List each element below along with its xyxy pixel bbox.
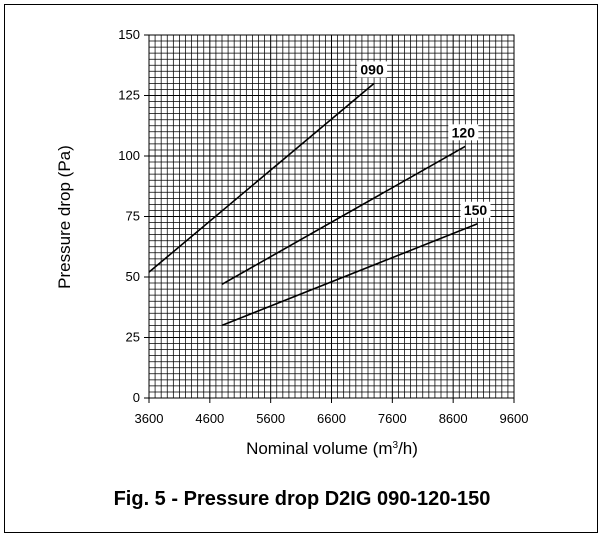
x-axis-title-suffix: /h) xyxy=(398,439,418,458)
x-tick-label: 5600 xyxy=(256,411,285,426)
figure-caption: Fig. 5 - Pressure drop D2IG 090-120-150 xyxy=(113,488,491,510)
y-tick-label: 150 xyxy=(118,27,140,42)
x-axis-title: Nominal volume (m3/h) xyxy=(246,439,418,458)
series-label-090: 090 xyxy=(360,61,384,77)
x-tick-label: 4600 xyxy=(195,411,224,426)
series-line-090 xyxy=(148,82,375,273)
series-label-bg-150 xyxy=(460,201,491,218)
y-tick-label: 100 xyxy=(118,148,140,163)
x-axis-title-sup: 3 xyxy=(393,440,399,451)
series-label-bg-120 xyxy=(448,124,479,141)
x-tick-label: 9600 xyxy=(500,411,529,426)
grid xyxy=(148,34,515,399)
series-lines xyxy=(148,82,478,327)
series-line-150 xyxy=(221,223,478,327)
x-tick-label: 3600 xyxy=(135,411,164,426)
y-tick-label: 50 xyxy=(126,269,140,284)
x-tick-label: 6600 xyxy=(317,411,346,426)
y-axis-title: Pressure drop (Pa) xyxy=(55,145,74,289)
series-labels: 090 120 150 xyxy=(357,61,491,218)
series-line-120 xyxy=(221,145,466,285)
series-label-120: 120 xyxy=(452,124,476,140)
y-tick-label: 25 xyxy=(126,330,140,345)
y-tick-label: 75 xyxy=(126,209,140,224)
x-axis-title-prefix: Nominal volume (m xyxy=(246,439,392,458)
x-tick-labels: 3600 4600 5600 6600 7600 8600 9600 xyxy=(135,398,529,426)
x-tick-label: 8600 xyxy=(439,411,468,426)
series-label-bg-090 xyxy=(357,61,388,78)
series-label-150: 150 xyxy=(464,202,488,218)
y-tick-label: 125 xyxy=(118,88,140,103)
y-tick-label: 0 xyxy=(133,390,140,405)
x-tick-label: 7600 xyxy=(378,411,407,426)
y-tick-labels: 0 25 50 75 100 125 150 xyxy=(118,27,149,405)
